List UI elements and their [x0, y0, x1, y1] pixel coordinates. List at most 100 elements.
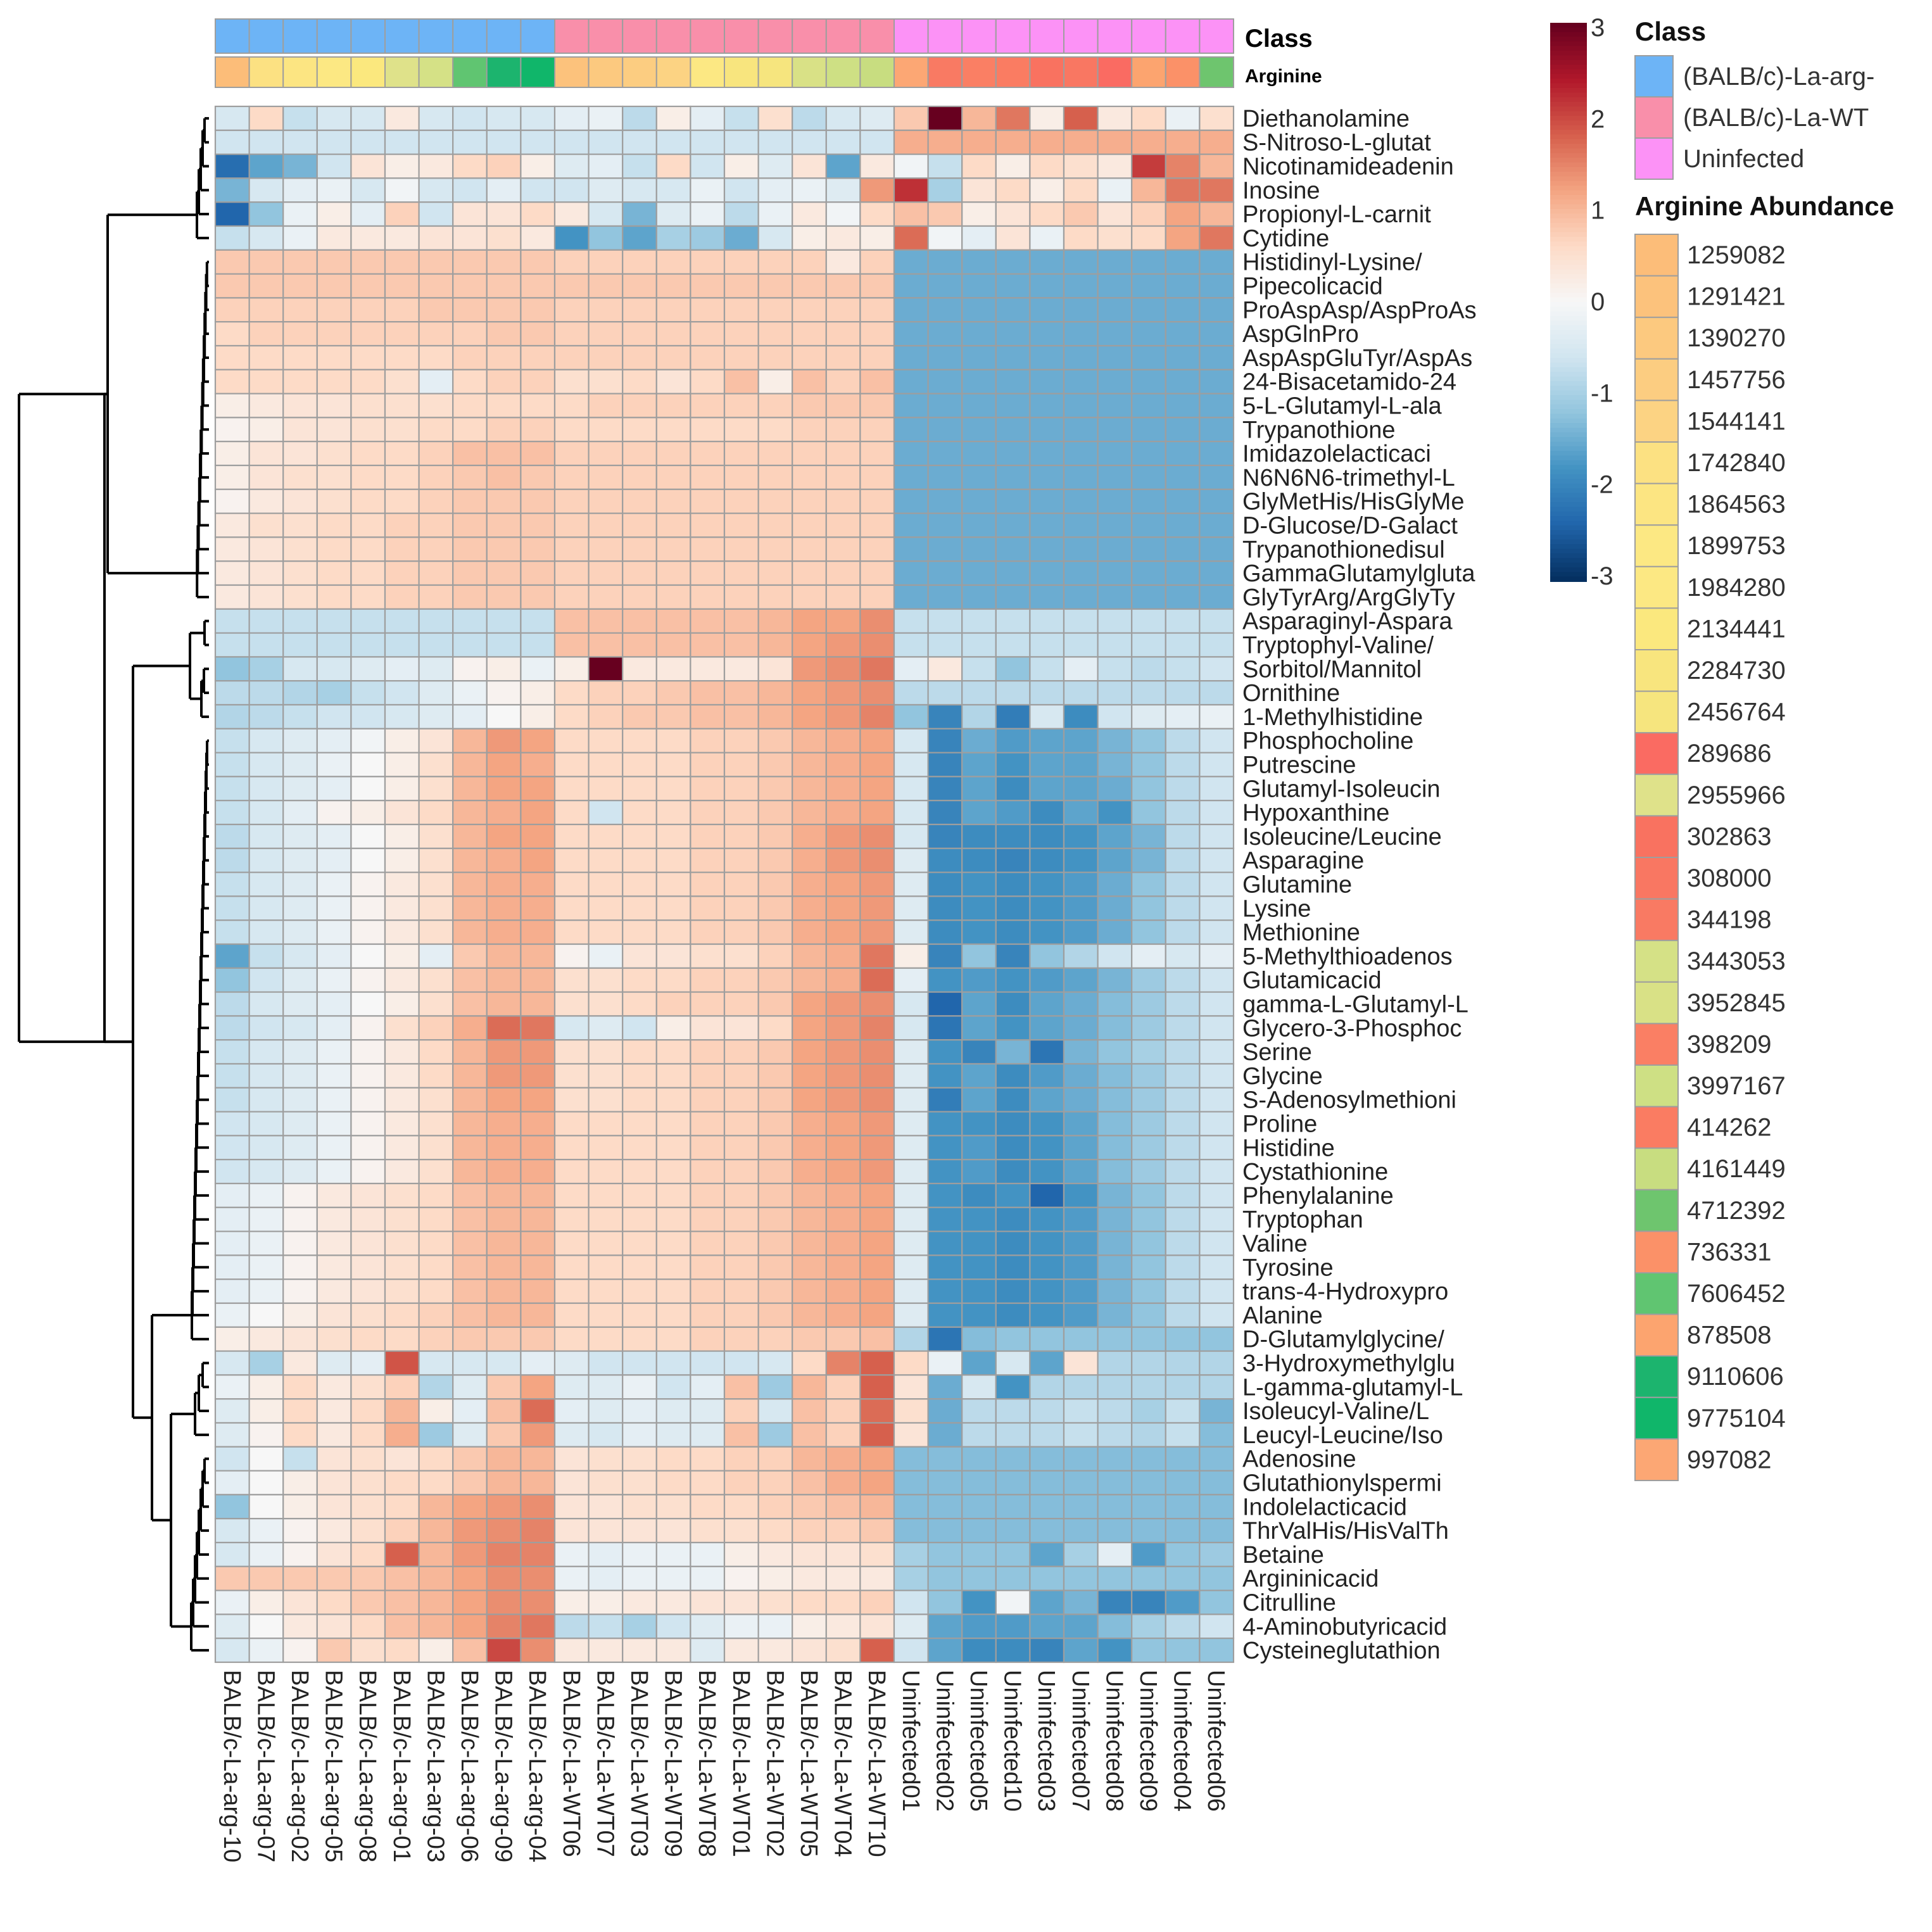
- heatmap-cell: [961, 441, 997, 467]
- heatmap-cell: [282, 1326, 318, 1352]
- heatmap-cell: [995, 1230, 1031, 1256]
- row-label: Indolelacticacid: [1242, 1494, 1407, 1520]
- heatmap-cell: [1165, 1063, 1201, 1089]
- heatmap-cell: [1063, 1374, 1099, 1400]
- heatmap-cell: [214, 1374, 250, 1400]
- heatmap-cell: [1199, 1518, 1235, 1544]
- heatmap-cell: [553, 1182, 590, 1208]
- heatmap-cell: [723, 1374, 759, 1400]
- heatmap-cell: [350, 943, 386, 969]
- heatmap-cell: [418, 1230, 454, 1256]
- heatmap-cell: [961, 417, 997, 443]
- heatmap-cell: [1165, 536, 1201, 562]
- arginine-legend-label: 997082: [1687, 1446, 1771, 1474]
- row-label: Citrulline: [1242, 1590, 1336, 1617]
- heatmap-cell: [384, 871, 420, 897]
- heatmap-cell: [1131, 752, 1166, 778]
- heatmap-cell: [1165, 1589, 1201, 1615]
- heatmap-cell: [995, 1613, 1031, 1639]
- heatmap-cell: [1029, 584, 1065, 610]
- heatmap-cell: [757, 321, 793, 347]
- heatmap-cell: [792, 680, 827, 706]
- row-label: Trypanothione: [1242, 417, 1396, 443]
- heatmap-cell: [1131, 369, 1166, 395]
- heatmap-cell: [825, 225, 861, 251]
- color-scale-segment: [1550, 548, 1587, 554]
- heatmap-cell: [1097, 512, 1133, 538]
- arginine-legend-swatch: [1634, 732, 1679, 775]
- heatmap-cell: [825, 441, 861, 467]
- heatmap-cell: [757, 1494, 793, 1520]
- heatmap-cell: [825, 656, 861, 682]
- heatmap-cell: [553, 728, 590, 754]
- heatmap-cell: [350, 1518, 386, 1544]
- heatmap-cell: [248, 776, 284, 802]
- heatmap-cell: [316, 943, 352, 969]
- heatmap-cell: [757, 1206, 793, 1232]
- heatmap-cell: [961, 129, 997, 155]
- heatmap-cell: [316, 1015, 352, 1041]
- arginine-annotation-cell: [1029, 56, 1065, 88]
- color-scale-segment: [1550, 153, 1587, 159]
- heatmap-cell: [792, 441, 827, 467]
- arginine-legend-label: 1390270: [1687, 324, 1786, 352]
- arginine-legend-swatch: [1634, 1106, 1679, 1149]
- heatmap-cell: [1199, 560, 1235, 586]
- heatmap-cell: [248, 201, 284, 227]
- heatmap-cell: [418, 704, 454, 729]
- heatmap-cell: [690, 776, 726, 802]
- heatmap-cell: [927, 1063, 963, 1089]
- color-scale-segment: [1550, 241, 1587, 247]
- heatmap-cell: [248, 441, 284, 467]
- heatmap-cell: [452, 536, 488, 562]
- heatmap-cell: [893, 608, 929, 634]
- heatmap-cell: [723, 1087, 759, 1113]
- heatmap-cell: [1165, 417, 1201, 443]
- heatmap-cell: [995, 441, 1031, 467]
- heatmap-cell: [961, 991, 997, 1017]
- arginine-legend-swatch: [1634, 234, 1679, 277]
- heatmap-cell: [384, 273, 420, 299]
- heatmap-cell: [622, 441, 657, 467]
- heatmap-cell: [723, 177, 759, 203]
- heatmap-cell: [995, 752, 1031, 778]
- column-label: BALB/c-La-arg-01: [388, 1670, 415, 1862]
- heatmap-cell: [859, 1638, 895, 1664]
- heatmap-cell: [248, 608, 284, 634]
- row-label: ProAspAsp/AspProAs: [1242, 297, 1477, 324]
- heatmap-cell: [350, 680, 386, 706]
- heatmap-cell: [553, 1135, 590, 1161]
- heatmap-cell: [350, 153, 386, 179]
- heatmap-cell: [723, 728, 759, 754]
- heatmap-cell: [1097, 441, 1133, 467]
- heatmap-cell: [792, 1422, 827, 1448]
- heatmap-cell: [553, 1230, 590, 1256]
- heatmap-cell: [825, 1613, 861, 1639]
- column-label: BALB/c-La-arg-10: [218, 1670, 245, 1862]
- heatmap-cell: [282, 680, 318, 706]
- heatmap-cell: [1029, 632, 1065, 658]
- heatmap-cell: [723, 1589, 759, 1615]
- heatmap-cell: [757, 1518, 793, 1544]
- heatmap-cell: [588, 512, 624, 538]
- heatmap-cell: [282, 1279, 318, 1304]
- class-annotation-cell: [1131, 18, 1166, 54]
- heatmap-cell: [792, 752, 827, 778]
- heatmap-cell: [1131, 393, 1166, 419]
- heatmap-cell: [418, 1135, 454, 1161]
- heatmap-cell: [520, 680, 556, 706]
- heatmap-cell: [995, 417, 1031, 443]
- heatmap-cell: [792, 1302, 827, 1328]
- arginine-annotation-cell: [418, 56, 454, 88]
- heatmap-cell: [690, 1613, 726, 1639]
- heatmap-cell: [792, 656, 827, 682]
- heatmap-cell: [723, 632, 759, 658]
- heatmap-cell: [690, 1279, 726, 1304]
- heatmap-cell: [1199, 776, 1235, 802]
- color-scale-segment: [1550, 60, 1587, 66]
- heatmap-cell: [588, 991, 624, 1017]
- heatmap-cell: [282, 344, 318, 370]
- heatmap-cell: [486, 369, 522, 395]
- heatmap-cell: [792, 584, 827, 610]
